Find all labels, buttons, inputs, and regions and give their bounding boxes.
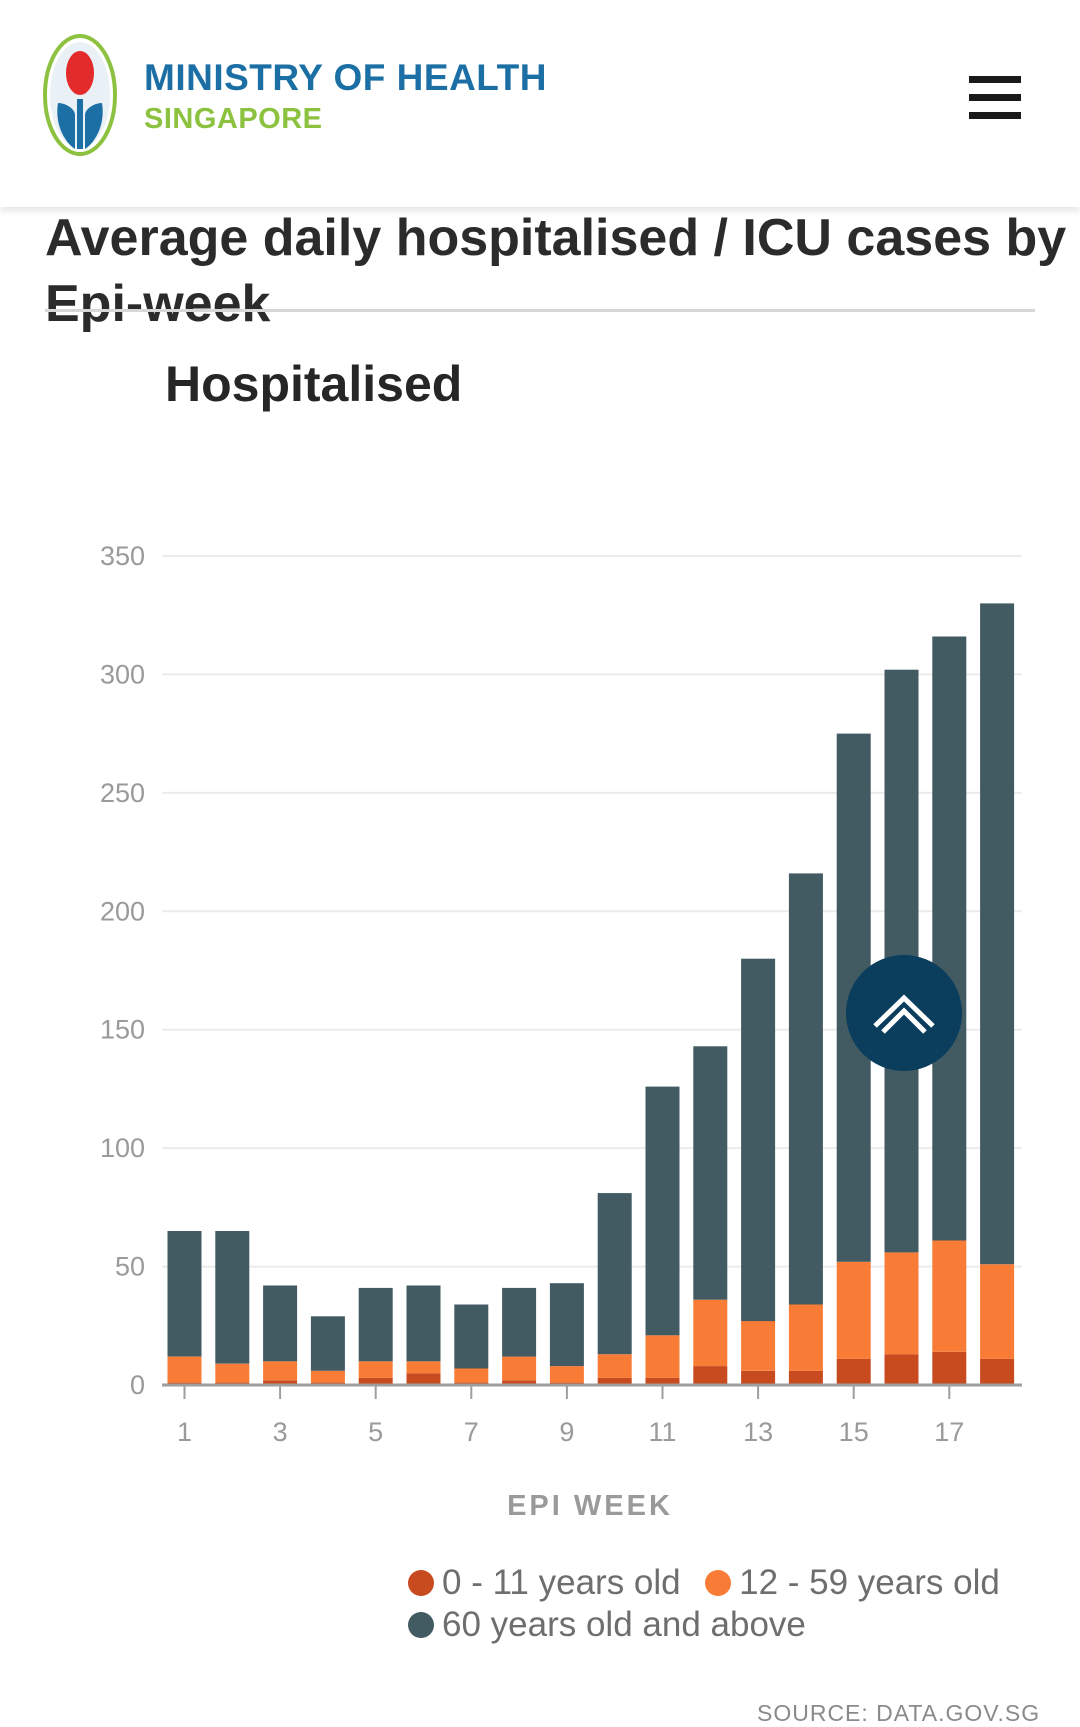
- bar-week-13-age-60-plus[interactable]: [741, 958, 776, 1322]
- bar-week-6-age-0-11[interactable]: [406, 1373, 441, 1385]
- legend-label-age-60-plus: 60 years old and above: [442, 1605, 806, 1644]
- bar-week-15-age-0-11[interactable]: [836, 1358, 871, 1385]
- heading-divider: [45, 309, 1035, 312]
- x-tick-label-1: 1: [177, 1417, 192, 1447]
- bar-week-4-age-60-plus[interactable]: [310, 1316, 345, 1371]
- bar-week-18-age-60-plus[interactable]: [980, 603, 1015, 1265]
- bar-week-5-age-12-59[interactable]: [358, 1361, 393, 1378]
- x-tick-label-9: 9: [559, 1417, 574, 1447]
- bar-week-1-age-60-plus[interactable]: [167, 1231, 202, 1357]
- back-to-top-button[interactable]: [846, 955, 962, 1071]
- x-tick-label-13: 13: [743, 1417, 773, 1447]
- bar-week-14-age-12-59[interactable]: [788, 1304, 823, 1371]
- bar-week-17-age-60-plus[interactable]: [932, 636, 967, 1241]
- bar-week-6-age-12-59[interactable]: [406, 1361, 441, 1374]
- y-tick-label-300: 300: [100, 659, 145, 689]
- bar-week-2-age-12-59[interactable]: [215, 1363, 250, 1383]
- bar-week-4-age-12-59[interactable]: [310, 1370, 345, 1383]
- menu-bar-top: [969, 76, 1021, 83]
- bar-week-10-age-60-plus[interactable]: [597, 1193, 632, 1355]
- bar-week-12-age-60-plus[interactable]: [693, 1046, 728, 1300]
- bar-week-17-age-0-11[interactable]: [932, 1351, 967, 1385]
- bar-week-15-age-12-59[interactable]: [836, 1261, 871, 1359]
- bar-week-3-age-0-11[interactable]: [263, 1380, 298, 1385]
- x-tick-label-17: 17: [934, 1417, 964, 1447]
- bar-week-18-age-12-59[interactable]: [980, 1264, 1015, 1359]
- bar-week-11-age-0-11[interactable]: [645, 1377, 680, 1385]
- y-tick-label-250: 250: [100, 778, 145, 808]
- bar-week-6-age-60-plus[interactable]: [406, 1285, 441, 1362]
- bar-week-5-age-60-plus[interactable]: [358, 1287, 393, 1362]
- bar-week-13-age-12-59[interactable]: [741, 1321, 776, 1371]
- bar-week-11-age-60-plus[interactable]: [645, 1086, 680, 1336]
- x-tick-label-15: 15: [839, 1417, 869, 1447]
- org-name[interactable]: MINISTRY OF HEALTH SINGAPORE: [144, 57, 547, 136]
- bar-week-9-age-12-59[interactable]: [549, 1366, 584, 1383]
- org-name-line1: MINISTRY OF HEALTH: [144, 57, 547, 98]
- bar-week-3-age-12-59[interactable]: [263, 1361, 298, 1381]
- bar-week-14-age-0-11[interactable]: [788, 1370, 823, 1385]
- legend-label-age-12-59: 12 - 59 years old: [739, 1563, 1000, 1602]
- legend-dot-age-60-plus: [408, 1612, 434, 1638]
- legend-item-age-12-59: 12 - 59 years old: [705, 1562, 1000, 1604]
- legend-item-age-60-plus: 60 years old and above: [408, 1604, 806, 1646]
- bar-week-9-age-60-plus[interactable]: [549, 1283, 584, 1367]
- section-heading-line2: Epi-week: [45, 275, 271, 334]
- menu-bar-bottom: [969, 112, 1021, 119]
- y-tick-label-0: 0: [130, 1370, 145, 1400]
- bar-week-2-age-60-plus[interactable]: [215, 1231, 250, 1364]
- section-heading: Average daily hospitalised / ICU cases b…: [45, 205, 1067, 337]
- source-note: SOURCE: DATA.GOV.SG: [757, 1700, 1041, 1726]
- bar-week-10-age-0-11[interactable]: [597, 1377, 632, 1385]
- y-tick-label-350: 350: [100, 541, 145, 571]
- bar-week-8-age-60-plus[interactable]: [502, 1287, 537, 1357]
- bar-week-14-age-60-plus[interactable]: [788, 873, 823, 1305]
- bar-week-1-age-12-59[interactable]: [167, 1356, 202, 1383]
- y-tick-label-200: 200: [100, 896, 145, 926]
- chart-title: Hospitalised: [165, 356, 463, 412]
- y-tick-label-150: 150: [100, 1015, 145, 1045]
- bar-week-8-age-0-11[interactable]: [502, 1380, 537, 1385]
- chart-legend: 0 - 11 years old 12 - 59 years old 60 ye…: [408, 1562, 1048, 1646]
- bar-week-11-age-12-59[interactable]: [645, 1335, 680, 1378]
- bar-week-12-age-12-59[interactable]: [693, 1299, 728, 1366]
- hamburger-menu-icon[interactable]: [966, 76, 1024, 122]
- bar-week-3-age-60-plus[interactable]: [263, 1285, 298, 1362]
- bar-week-7-age-60-plus[interactable]: [454, 1304, 489, 1369]
- legend-item-age-0-11: 0 - 11 years old: [408, 1562, 681, 1604]
- y-tick-label-50: 50: [115, 1252, 145, 1282]
- legend-dot-age-0-11: [408, 1570, 434, 1596]
- legend-dot-age-12-59: [705, 1570, 732, 1596]
- bar-week-12-age-0-11[interactable]: [693, 1366, 728, 1385]
- moh-emblem-icon[interactable]: [42, 33, 118, 162]
- x-tick-label-5: 5: [368, 1417, 383, 1447]
- x-tick-label-3: 3: [273, 1417, 288, 1447]
- bar-week-13-age-0-11[interactable]: [741, 1370, 776, 1385]
- x-axis-title: EPI WEEK: [507, 1490, 673, 1522]
- bar-week-5-age-0-11[interactable]: [358, 1377, 393, 1385]
- site-header: MINISTRY OF HEALTH SINGAPORE: [0, 0, 1080, 207]
- bar-week-16-age-0-11[interactable]: [884, 1354, 919, 1385]
- menu-bar-middle: [969, 94, 1021, 101]
- bar-week-10-age-12-59[interactable]: [597, 1354, 632, 1378]
- grid-lines: [162, 555, 1022, 1268]
- bar-week-7-age-12-59[interactable]: [454, 1368, 489, 1383]
- chevron-up-icon: [873, 994, 935, 1034]
- org-name-line2: SINGAPORE: [144, 103, 323, 135]
- x-tick-label-7: 7: [464, 1417, 479, 1447]
- bar-week-17-age-12-59[interactable]: [932, 1240, 967, 1352]
- section-heading-line1: Average daily hospitalised / ICU cases b…: [45, 209, 1067, 268]
- y-tick-label-100: 100: [100, 1133, 145, 1163]
- bar-week-18-age-0-11[interactable]: [980, 1358, 1015, 1385]
- bar-week-16-age-12-59[interactable]: [884, 1252, 919, 1355]
- x-tick-label-11: 11: [648, 1417, 676, 1447]
- legend-label-age-0-11: 0 - 11 years old: [442, 1563, 681, 1602]
- bar-week-8-age-12-59[interactable]: [502, 1356, 537, 1381]
